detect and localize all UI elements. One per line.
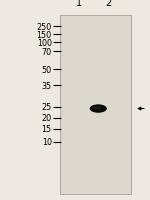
Ellipse shape xyxy=(92,107,102,110)
Text: 50: 50 xyxy=(42,66,52,74)
Text: 250: 250 xyxy=(36,23,52,31)
Text: 150: 150 xyxy=(37,31,52,39)
Text: 15: 15 xyxy=(42,125,52,133)
Ellipse shape xyxy=(90,105,107,113)
Text: 1: 1 xyxy=(76,0,82,8)
Text: 100: 100 xyxy=(37,39,52,47)
Text: 10: 10 xyxy=(42,138,52,146)
Bar xyxy=(60,16,130,194)
Text: 35: 35 xyxy=(42,82,52,90)
Text: 2: 2 xyxy=(105,0,111,8)
Text: 20: 20 xyxy=(42,114,52,122)
Text: 70: 70 xyxy=(42,48,52,56)
Text: 25: 25 xyxy=(42,103,52,111)
